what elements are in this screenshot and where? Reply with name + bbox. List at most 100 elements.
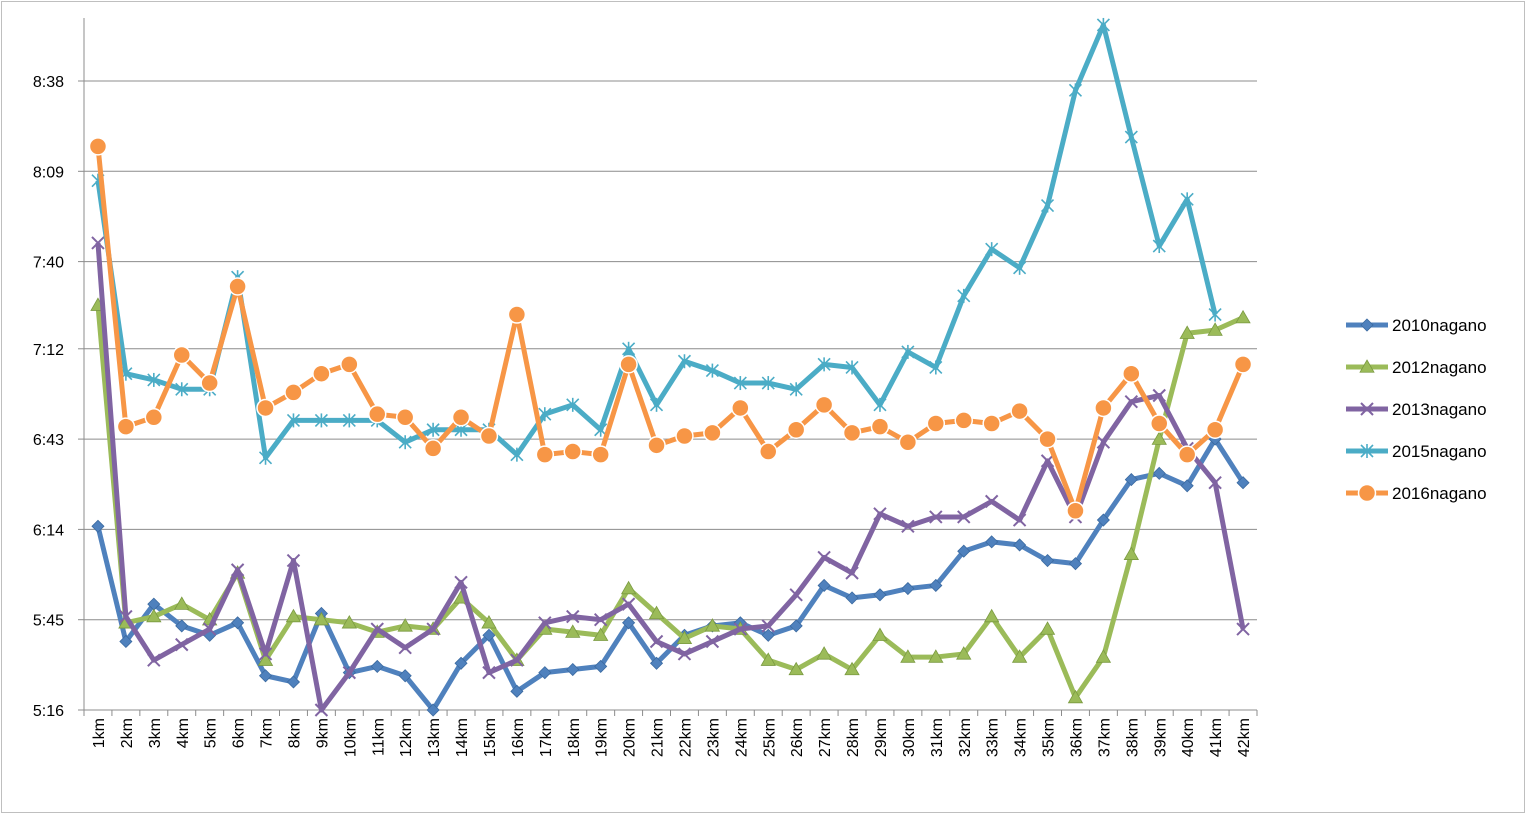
y-tick-label: 8:09 (33, 164, 64, 181)
y-tick-label: 8:38 (33, 74, 64, 91)
data-point (286, 413, 301, 428)
data-point (817, 578, 831, 593)
x-tick-label: 35km (1041, 718, 1058, 757)
data-point (538, 407, 552, 422)
data-point (676, 630, 693, 645)
data-point (482, 665, 496, 680)
y-tick-label: 6:43 (33, 432, 64, 449)
data-point (956, 646, 972, 660)
data-point (146, 608, 162, 623)
data-point (1096, 17, 1110, 32)
data-point (926, 414, 946, 433)
x-tick-label: 15km (482, 718, 499, 757)
data-point (1233, 355, 1253, 374)
data-point (1124, 395, 1139, 409)
series-line (95, 436, 1246, 713)
data-point (454, 656, 468, 670)
data-point (341, 615, 358, 629)
data-point (565, 624, 581, 638)
data-point (258, 450, 273, 465)
data-point (1179, 325, 1195, 339)
data-point (258, 669, 273, 683)
data-point (91, 236, 105, 250)
x-tick-label: 2km (119, 718, 136, 748)
data-point (1357, 483, 1377, 503)
x-tick-label: 34km (1013, 718, 1030, 757)
data-point (1011, 649, 1028, 663)
data-point (342, 665, 357, 680)
data-point (622, 341, 636, 356)
x-tick-label: 33km (985, 718, 1002, 757)
data-point (649, 656, 664, 670)
x-tick-label: 21km (650, 718, 667, 757)
data-point (1013, 260, 1027, 275)
x-tick-label: 8km (286, 718, 303, 748)
x-tick-label: 4km (175, 718, 192, 748)
x-tick-label: 22km (677, 718, 694, 757)
data-point (175, 382, 189, 397)
data-point (929, 360, 943, 375)
data-point (258, 647, 273, 661)
series-line (95, 304, 1245, 701)
data-point (817, 550, 831, 565)
x-tick-label: 19km (594, 718, 611, 757)
data-point (1122, 364, 1141, 383)
data-point (340, 355, 359, 374)
legend-entry: 2016nagano (1346, 483, 1487, 503)
x-tick-label: 9km (314, 718, 331, 748)
x-tick-label: 29km (873, 718, 890, 757)
data-point (929, 578, 943, 593)
data-point (786, 420, 806, 440)
data-point (1123, 546, 1140, 560)
data-point (119, 634, 133, 649)
data-point (370, 659, 384, 673)
data-point (1236, 476, 1250, 490)
x-tick-label: 12km (398, 718, 415, 757)
data-point (647, 436, 666, 455)
data-point (1124, 473, 1138, 487)
data-point (88, 137, 108, 156)
data-point (1040, 198, 1055, 213)
data-point (481, 615, 497, 629)
legend: 2010nagano 2012nagano 2013nagano 2015nagano… (1346, 316, 1487, 503)
data-point (789, 382, 803, 397)
data-point (507, 305, 527, 324)
data-point (1040, 454, 1055, 468)
data-point (591, 445, 610, 464)
data-point (844, 661, 860, 676)
data-point (703, 423, 722, 443)
axes: 5:16 5:45 6:14 6:43 7:12 7:40 8:09 8:38 1km 2km 3k… (33, 18, 1258, 757)
x-tick-label: 27km (817, 718, 834, 757)
data-point (594, 659, 608, 673)
data-point (286, 675, 301, 689)
data-point (231, 616, 245, 630)
x-tick-label: 20km (622, 718, 639, 757)
y-tick-label: 6:14 (33, 522, 64, 539)
data-point (285, 608, 302, 623)
data-point (1095, 649, 1112, 663)
data-point (1067, 689, 1084, 704)
data-point (870, 417, 890, 436)
data-point (760, 652, 776, 666)
data-point (1360, 402, 1374, 416)
data-point (985, 242, 999, 257)
data-point (1096, 513, 1110, 527)
x-tick-label: 42km (1236, 718, 1253, 757)
data-point (901, 519, 915, 533)
legend-label: 2012nagano (1392, 358, 1487, 377)
y-tick-label: 7:40 (33, 255, 64, 272)
data-point (563, 442, 582, 461)
data-point (1208, 307, 1222, 322)
data-point (1150, 414, 1169, 433)
data-point (928, 649, 944, 663)
series-lines (88, 17, 1253, 717)
data-point (845, 566, 859, 580)
data-point (789, 619, 803, 633)
data-point (592, 627, 609, 641)
x-tick-label: 13km (426, 718, 443, 757)
data-point (817, 357, 831, 372)
data-point (816, 646, 832, 660)
data-point (538, 616, 552, 630)
data-point (426, 622, 440, 636)
data-point (202, 622, 217, 636)
